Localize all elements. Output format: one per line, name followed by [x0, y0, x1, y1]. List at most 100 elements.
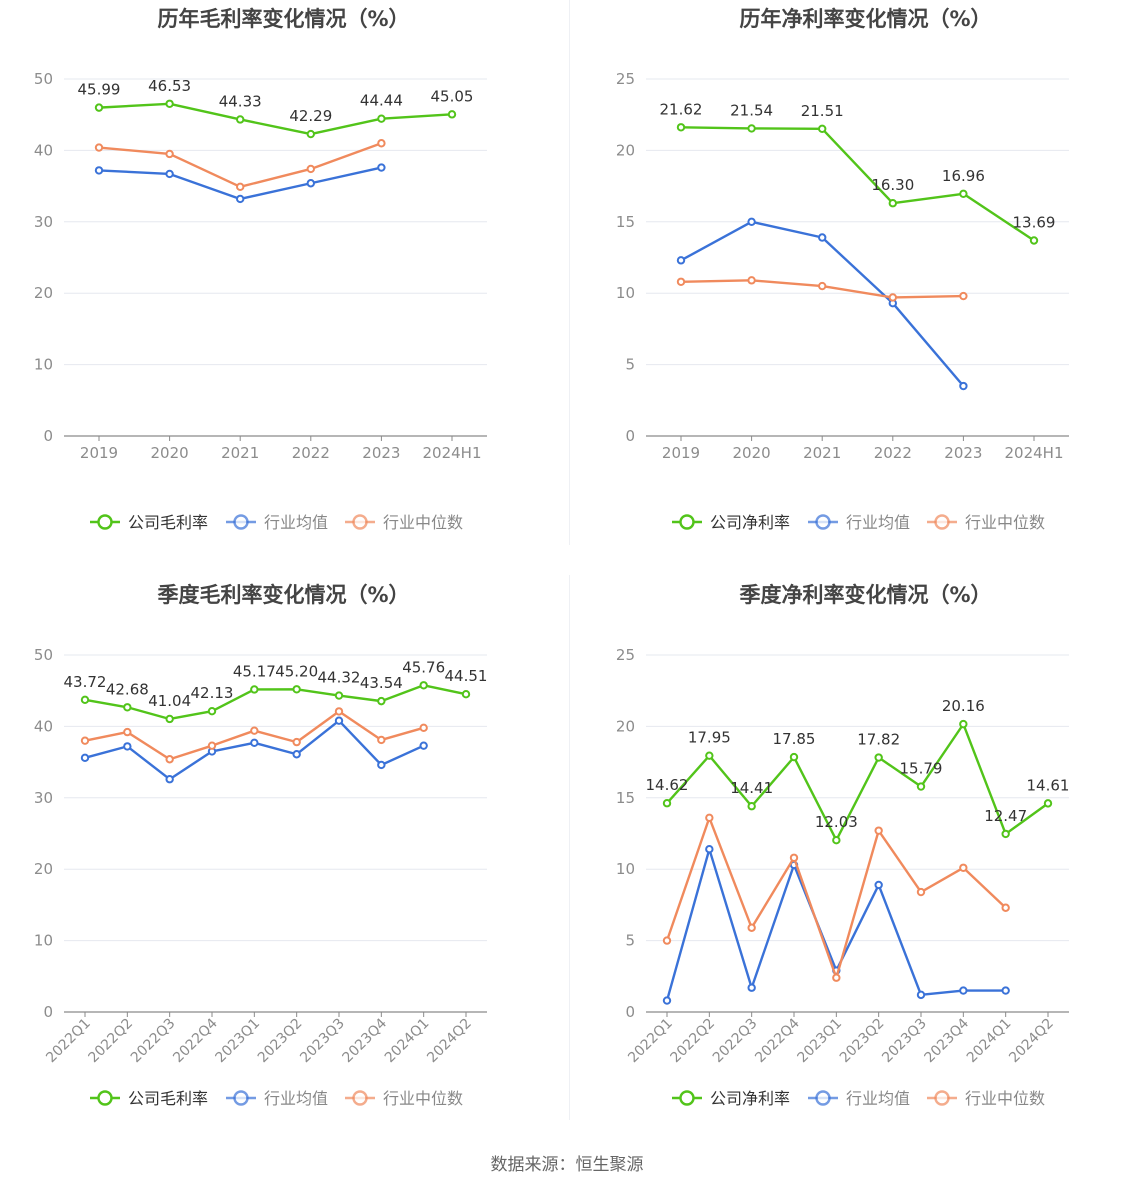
- data-point-median: [165, 149, 174, 159]
- y-tick-label: 10: [616, 284, 635, 302]
- data-point-avg: [419, 741, 428, 750]
- data-point-median: [377, 735, 386, 745]
- data-point-company: [662, 799, 672, 808]
- x-tick-label: 2023Q3: [297, 1016, 348, 1067]
- data-point-avg: [334, 716, 344, 725]
- chart-annual-gross-margin: 历年毛利率变化情况（%） 0 10 20 30 40 50 2019 2020 2021 2022 2…: [0, 0, 567, 576]
- data-point-avg: [292, 750, 301, 759]
- x-tick-label: 2023Q1: [795, 1016, 846, 1067]
- x-tick-label: 2022Q2: [668, 1016, 719, 1067]
- data-point-avg: [94, 166, 104, 175]
- x-tick-label: 2024Q2: [424, 1016, 475, 1067]
- data-point-median: [1001, 903, 1010, 912]
- chart-quarterly-gross-margin: 季度毛利率变化情况（%） 0 10 20 30 40 50 2022Q1 2022Q2 2022Q…: [0, 576, 567, 1152]
- legend-label: 公司净利率: [710, 1089, 790, 1108]
- series-line-avg: [680, 220, 965, 387]
- data-point-company: [80, 695, 90, 705]
- series-median: [94, 139, 386, 192]
- series-line-company: [98, 102, 453, 136]
- legend-label: 行业中位数: [383, 1089, 463, 1108]
- data-point-company: [959, 189, 968, 199]
- series-company: 21.62 21.54 21.51 16.30 16.96 13.69: [660, 100, 1055, 245]
- data-point-median: [818, 281, 827, 291]
- legend-item-avg: 行业均值: [226, 1089, 328, 1108]
- data-point-median: [832, 973, 841, 982]
- y-tick-label: 20: [34, 284, 53, 302]
- x-tick-label: 2022Q3: [710, 1016, 761, 1067]
- y-tick-label: 20: [616, 717, 635, 735]
- x-tick-label: 2021: [221, 444, 259, 462]
- data-point-median: [959, 863, 968, 872]
- x-tick-label: 2024H1: [1005, 444, 1064, 462]
- chart-title: 季度毛利率变化情况（%）: [157, 583, 409, 607]
- legend-swatch-marker: [97, 1090, 113, 1106]
- data-point-company: [1001, 829, 1010, 839]
- x-tick-label: 2020: [733, 444, 771, 462]
- data-label: 21.51: [801, 102, 844, 120]
- data-label: 44.51: [445, 667, 488, 685]
- legend-label: 行业均值: [264, 1089, 328, 1108]
- data-point-median: [250, 726, 259, 735]
- legend-label: 行业均值: [846, 513, 910, 532]
- data-label: 12.47: [984, 807, 1027, 825]
- chart-svg: 季度净利率变化情况（%） 0 5 10 15 20 25 2022Q12022Q22022Q3…: [616, 583, 1070, 1108]
- data-point-company: [747, 124, 756, 133]
- x-tick-label: 2023Q2: [837, 1016, 888, 1067]
- data-point-avg: [123, 742, 132, 751]
- series-line-company: [84, 684, 467, 721]
- x-tick-label: 2024Q2: [1006, 1016, 1057, 1067]
- data-label: 44.32: [318, 669, 361, 687]
- data-point-avg: [165, 775, 174, 784]
- y-tick-label: 0: [625, 1003, 635, 1021]
- x-tick-label: 2023Q3: [879, 1016, 930, 1067]
- y-tick-label: 40: [34, 717, 53, 735]
- legend-label: 行业中位数: [965, 1089, 1045, 1108]
- legend-label: 行业中位数: [383, 513, 463, 532]
- data-point-avg: [916, 990, 926, 1000]
- data-point-median: [292, 737, 301, 747]
- y-tick-label: 15: [616, 213, 635, 231]
- x-tick-label: 2019: [80, 444, 118, 462]
- panel-divider-top: [569, 0, 570, 545]
- y-tick-label: 10: [34, 356, 53, 374]
- x-tick-label: 2022Q2: [86, 1016, 137, 1067]
- series-company: 45.99 46.53 44.33 42.29 44.44 45.05: [78, 77, 474, 139]
- legend-item-avg: 行业均值: [808, 1089, 910, 1108]
- data-point-avg: [747, 217, 756, 227]
- x-tick-label: 2022Q3: [128, 1016, 179, 1067]
- data-point-median: [377, 139, 386, 148]
- legend-item-median: 行业中位数: [927, 513, 1045, 532]
- y-tick-label: 40: [34, 141, 53, 159]
- data-point-company: [1043, 799, 1053, 808]
- legend-item-company: 公司毛利率: [90, 1089, 208, 1108]
- legend-label: 公司毛利率: [128, 1089, 208, 1108]
- data-point-company: [676, 123, 686, 132]
- series-median: [80, 707, 428, 764]
- chart-title: 历年毛利率变化情况（%）: [157, 7, 409, 31]
- data-point-company: [94, 103, 104, 112]
- data-label: 44.44: [360, 92, 403, 110]
- data-label: 41.04: [148, 692, 191, 710]
- data-label: 17.85: [773, 730, 816, 748]
- x-tick-label: 2024Q1: [964, 1016, 1015, 1067]
- data-point-avg: [705, 845, 714, 854]
- legend-swatch-marker: [815, 1090, 831, 1106]
- legend-label: 行业均值: [264, 513, 328, 532]
- y-tick-label: 5: [625, 932, 635, 950]
- x-tick-label: 2023Q1: [213, 1016, 264, 1067]
- data-point-avg: [959, 986, 968, 995]
- data-label: 45.05: [431, 87, 474, 105]
- chart-svg: 历年毛利率变化情况（%） 0 10 20 30 40 50 2019 2020 2021 2022 2…: [34, 7, 487, 532]
- data-label: 14.61: [1027, 776, 1070, 794]
- series-avg: [80, 716, 428, 784]
- data-point-avg: [874, 880, 883, 890]
- data-label: 14.41: [730, 779, 773, 797]
- y-tick-label: 15: [616, 789, 635, 807]
- x-tick-label: 2023: [362, 444, 400, 462]
- data-point-median: [888, 293, 897, 302]
- y-tick-label: 25: [616, 70, 635, 88]
- legend-swatch-marker: [934, 514, 950, 530]
- chart-title: 季度净利率变化情况（%）: [739, 583, 991, 607]
- data-point-avg: [80, 753, 90, 763]
- legend-item-company: 公司净利率: [672, 513, 790, 532]
